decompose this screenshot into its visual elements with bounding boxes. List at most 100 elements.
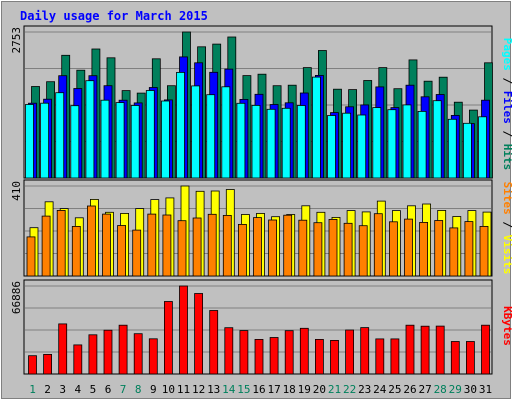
bar-sites-day-30 [464, 221, 474, 277]
bar-pages-day-9 [145, 90, 155, 179]
bar-sites-day-26 [404, 218, 413, 277]
bar-sites-day-28 [434, 220, 444, 277]
bar-pages-day-12 [191, 85, 201, 179]
bar-pages-day-27 [417, 111, 427, 179]
bar-pages-day-30 [462, 122, 472, 179]
bar-kbytes-day-23 [360, 327, 370, 375]
bar-kbytes-day-19 [299, 327, 309, 375]
bar-kbytes-day-17 [269, 337, 279, 375]
chart-panels: 2753 Pages / Files / Hits 410 Sites / Visit… [10, 25, 512, 375]
bar-pages-day-15 [236, 102, 246, 179]
panel-sites-visits: 410 Sites / Visits [10, 179, 512, 277]
x-axis-tick-labels: 1 2 3 4 5 6 7 8 9 10 11 12 13 14 15 16 17 18 19 20 21 22 23 24 2… [29, 383, 492, 396]
bar-kbytes-day-7 [118, 324, 128, 375]
x-tick-label-11: 11 [177, 383, 190, 396]
bar-kbytes-day-11 [179, 285, 188, 375]
bar-kbytes-day-2 [43, 353, 52, 375]
bar-sites-day-17 [268, 219, 278, 277]
bar-pages-day-4 [70, 105, 80, 179]
bar-sites-day-3 [56, 209, 66, 277]
bar-kbytes-day-24 [375, 338, 385, 375]
bar-kbytes-day-5 [88, 334, 98, 375]
bar-sites-day-9 [147, 213, 157, 277]
legend-separator: / [501, 71, 512, 91]
y-max-label: 410 [10, 181, 23, 201]
legend-separator: / [501, 124, 512, 144]
bar-kbytes-day-21 [330, 339, 339, 375]
x-tick-label-3: 3 [59, 383, 66, 396]
legend-entry-sites: Sites [501, 182, 512, 215]
x-tick-label-24: 24 [373, 383, 387, 396]
x-tick-label-16: 16 [252, 383, 265, 396]
bar-pages-day-8 [130, 105, 140, 179]
bar-pages-day-6 [100, 99, 110, 179]
x-tick-label-13: 13 [207, 383, 220, 396]
x-tick-label-21: 21 [328, 383, 341, 396]
bar-kbytes-day-27 [420, 325, 430, 375]
bar-kbytes-day-6 [103, 329, 113, 375]
x-tick-label-20: 20 [313, 383, 326, 396]
x-tick-label-17: 17 [267, 383, 280, 396]
bar-kbytes-day-14 [224, 327, 234, 375]
bar-kbytes-day-12 [194, 293, 204, 375]
bar-sites-day-21 [328, 218, 338, 277]
bar-pages-day-3 [55, 92, 65, 179]
bar-kbytes-day-28 [435, 325, 445, 375]
bar-kbytes-day-31 [481, 324, 490, 375]
panel-pages-files-hits: 2753 Pages / Files / Hits [10, 25, 512, 179]
bar-kbytes-day-29 [450, 341, 460, 375]
bar-sites-day-8 [132, 229, 142, 277]
bar-sites-day-14 [222, 214, 232, 277]
bar-kbytes-day-15 [239, 330, 249, 375]
bar-kbytes-day-26 [405, 324, 415, 375]
legend-entry-pages: Pages [501, 38, 512, 71]
bar-sites-day-25 [388, 221, 398, 277]
x-tick-label-15: 15 [237, 383, 250, 396]
bar-kbytes-day-9 [148, 338, 158, 375]
bar-pages-day-11 [176, 72, 185, 179]
bar-sites-day-15 [237, 223, 247, 277]
bar-sites-day-27 [419, 221, 429, 277]
x-tick-label-27: 27 [418, 383, 431, 396]
bar-kbytes-day-30 [465, 341, 475, 375]
x-tick-label-26: 26 [403, 383, 416, 396]
bar-pages-day-26 [402, 104, 412, 179]
bar-pages-day-31 [478, 116, 487, 179]
bar-pages-day-19 [296, 105, 306, 179]
series-pages [25, 72, 487, 179]
bar-sites-day-18 [283, 214, 293, 277]
x-tick-label-7: 7 [120, 383, 127, 396]
x-tick-label-23: 23 [358, 383, 371, 396]
y-max-label: 2753 [10, 27, 23, 54]
legend-entry-files: Files [501, 91, 512, 124]
bar-pages-day-25 [387, 109, 397, 179]
bar-sites-day-7 [117, 225, 126, 277]
bar-pages-day-22 [342, 112, 352, 179]
bar-pages-day-28 [432, 100, 442, 179]
x-tick-label-10: 10 [162, 383, 175, 396]
bar-sites-day-5 [87, 205, 96, 277]
x-tick-label-4: 4 [74, 383, 81, 396]
bar-sites-day-29 [449, 227, 459, 277]
x-tick-label-19: 19 [298, 383, 311, 396]
bar-pages-day-14 [221, 86, 231, 179]
x-tick-label-2: 2 [44, 383, 51, 396]
legend: Pages / Files / Hits [501, 38, 512, 171]
series-kbytes [28, 285, 490, 375]
bar-sites-day-20 [313, 222, 323, 277]
bar-sites-day-19 [298, 219, 308, 277]
bar-kbytes-day-10 [163, 301, 173, 375]
x-tick-label-25: 25 [388, 383, 401, 396]
bar-pages-day-18 [281, 107, 291, 179]
chart-title: Daily usage for March 2015 [20, 9, 208, 23]
bar-sites-day-11 [177, 220, 187, 277]
legend: KBytes [501, 306, 512, 346]
series-sites [26, 205, 489, 277]
x-tick-label-14: 14 [222, 383, 236, 396]
bar-kbytes-day-25 [390, 338, 400, 375]
x-tick-label-22: 22 [343, 383, 356, 396]
bar-sites-day-4 [71, 225, 81, 277]
bar-sites-day-2 [41, 215, 51, 277]
bar-pages-day-17 [266, 108, 276, 179]
bar-sites-day-10 [162, 214, 172, 277]
